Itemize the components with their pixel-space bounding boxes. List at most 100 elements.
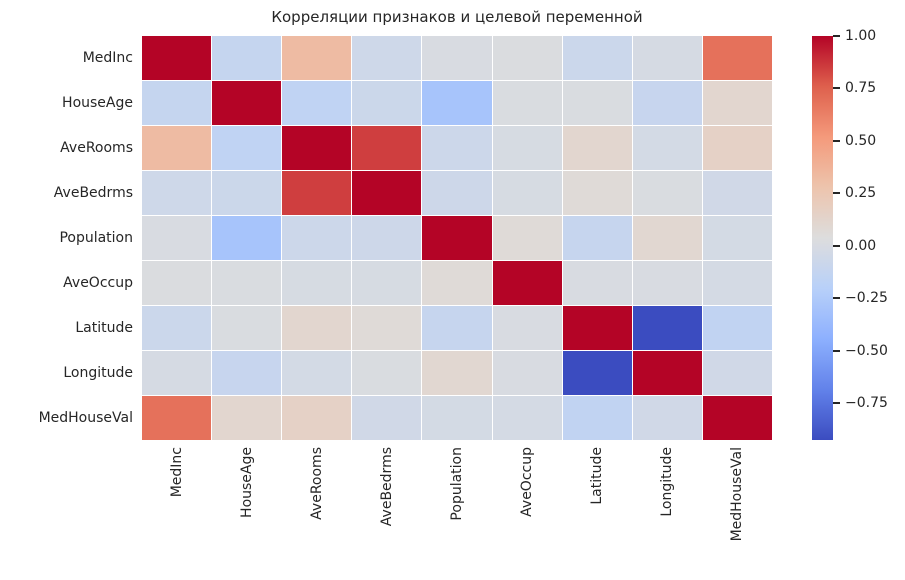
colorbar-tick-mark xyxy=(833,192,840,195)
colorbar-tick-label: −0.25 xyxy=(845,290,888,307)
heatmap-cell xyxy=(422,396,492,440)
heatmap-cell xyxy=(352,216,422,260)
colorbar-tick-mark xyxy=(833,244,840,247)
heatmap-cell xyxy=(632,36,702,80)
heatmap-cell xyxy=(212,171,282,215)
x-tick-label: Longitude xyxy=(659,447,675,517)
heatmap-grid xyxy=(142,36,772,440)
colorbar xyxy=(812,36,833,440)
colorbar-tick-label: 0.25 xyxy=(845,185,877,202)
heatmap-cell xyxy=(702,81,772,125)
heatmap-cell xyxy=(282,306,352,350)
y-tick-label: Population xyxy=(59,230,133,246)
x-tick-label: MedInc xyxy=(169,447,185,498)
heatmap-cell xyxy=(212,36,282,80)
heatmap-cell xyxy=(492,261,562,305)
x-axis-labels: MedInc HouseAge AveRooms AveBedrms Populatio… xyxy=(142,447,772,541)
heatmap-cell xyxy=(632,396,702,440)
heatmap-cell xyxy=(562,36,632,80)
x-tick-cell: HouseAge xyxy=(212,447,282,541)
colorbar-tick-mark xyxy=(833,87,840,90)
colorbar-tick-label: 0.75 xyxy=(845,80,877,97)
heatmap-cell xyxy=(632,306,702,350)
heatmap-cell xyxy=(632,261,702,305)
heatmap-cell xyxy=(422,36,492,80)
y-tick-label: AveRooms xyxy=(60,140,133,157)
heatmap-cell xyxy=(422,351,492,395)
heatmap-cell xyxy=(702,261,772,305)
heatmap-cell xyxy=(702,306,772,350)
heatmap-cell xyxy=(282,396,352,440)
heatmap-cell xyxy=(352,261,422,305)
heatmap-cell xyxy=(142,216,212,260)
heatmap-cell xyxy=(352,171,422,215)
x-tick-cell: Latitude xyxy=(562,447,632,541)
colorbar-tick-mark xyxy=(833,297,840,300)
colorbar-tick-mark xyxy=(833,139,840,142)
x-tick-label: AveRooms xyxy=(309,447,325,520)
heatmap-cell xyxy=(142,351,212,395)
y-tick-label: MedInc xyxy=(82,50,133,67)
x-tick-cell: MedInc xyxy=(142,447,212,541)
heatmap-cell xyxy=(562,306,632,350)
heatmap-cell xyxy=(282,351,352,395)
colorbar-tick-label: −0.50 xyxy=(845,342,888,359)
heatmap-cell xyxy=(352,306,422,350)
x-tick-label: Latitude xyxy=(589,447,605,505)
heatmap-cell xyxy=(142,36,212,80)
heatmap-cell xyxy=(142,171,212,215)
heatmap-cell xyxy=(212,261,282,305)
heatmap-cell xyxy=(142,81,212,125)
y-tick-label: Longitude xyxy=(63,364,133,381)
heatmap-cell xyxy=(702,126,772,170)
heatmap-cell xyxy=(632,216,702,260)
heatmap-cell xyxy=(212,396,282,440)
heatmap-cell xyxy=(562,171,632,215)
heatmap-cell xyxy=(352,81,422,125)
heatmap-cell xyxy=(142,261,212,305)
heatmap-cell xyxy=(422,306,492,350)
heatmap-cell xyxy=(352,36,422,80)
heatmap-cell xyxy=(282,216,352,260)
colorbar-tick-mark xyxy=(833,349,840,352)
heatmap-cell xyxy=(632,81,702,125)
y-tick-label: AveOccup xyxy=(63,274,133,291)
heatmap-cell xyxy=(212,351,282,395)
heatmap-cell xyxy=(282,81,352,125)
heatmap-cell xyxy=(562,396,632,440)
x-tick-cell: Population xyxy=(422,447,492,541)
heatmap-cell xyxy=(492,216,562,260)
heatmap-cell xyxy=(632,351,702,395)
colorbar-tick-mark xyxy=(833,35,840,37)
colorbar-tick-label: −0.75 xyxy=(845,395,888,412)
colorbar-tick-label: 0.00 xyxy=(845,237,877,254)
heatmap-cell xyxy=(492,81,562,125)
heatmap-cell xyxy=(282,261,352,305)
heatmap-cell xyxy=(562,81,632,125)
y-tick-label: MedHouseVal xyxy=(38,409,133,426)
heatmap-cell xyxy=(492,126,562,170)
heatmap-cell xyxy=(212,306,282,350)
heatmap-cell xyxy=(352,351,422,395)
heatmap-cell xyxy=(352,396,422,440)
heatmap-cell xyxy=(492,36,562,80)
heatmap-cell xyxy=(632,171,702,215)
colorbar-tick-mark xyxy=(833,402,840,405)
heatmap-cell xyxy=(702,396,772,440)
y-tick-label: Latitude xyxy=(75,319,133,336)
x-tick-label: MedHouseVal xyxy=(729,447,745,542)
x-tick-cell: AveOccup xyxy=(492,447,562,541)
heatmap-cell xyxy=(422,126,492,170)
heatmap-cell xyxy=(702,171,772,215)
heatmap-cell xyxy=(562,126,632,170)
heatmap-cell xyxy=(422,216,492,260)
heatmap-cell xyxy=(422,171,492,215)
heatmap-cell xyxy=(492,396,562,440)
heatmap-cell xyxy=(702,351,772,395)
heatmap-cell xyxy=(282,36,352,80)
heatmap-cell xyxy=(212,81,282,125)
heatmap-cell xyxy=(492,306,562,350)
x-tick-cell: MedHouseVal xyxy=(702,447,772,541)
x-tick-label: AveOccup xyxy=(519,447,535,517)
